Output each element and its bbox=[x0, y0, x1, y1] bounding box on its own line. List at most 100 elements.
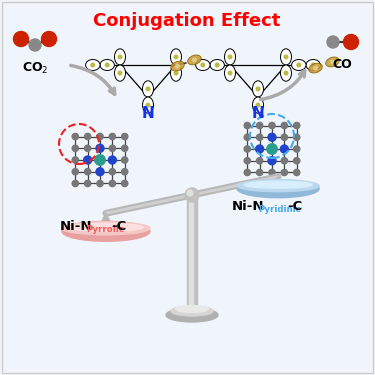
Circle shape bbox=[84, 156, 92, 164]
Circle shape bbox=[72, 169, 78, 175]
Circle shape bbox=[256, 103, 260, 107]
Circle shape bbox=[268, 133, 276, 141]
Ellipse shape bbox=[244, 181, 312, 188]
Circle shape bbox=[311, 63, 315, 67]
Ellipse shape bbox=[280, 49, 291, 65]
Circle shape bbox=[269, 170, 275, 176]
Ellipse shape bbox=[292, 60, 306, 70]
Circle shape bbox=[294, 146, 300, 152]
Ellipse shape bbox=[62, 222, 150, 235]
Ellipse shape bbox=[225, 65, 236, 81]
Circle shape bbox=[122, 145, 128, 152]
Text: -C: -C bbox=[112, 220, 127, 234]
Circle shape bbox=[84, 169, 91, 175]
Circle shape bbox=[215, 63, 219, 67]
Circle shape bbox=[284, 71, 288, 75]
Text: Conjugation Effect: Conjugation Effect bbox=[93, 12, 280, 30]
Circle shape bbox=[122, 180, 128, 187]
Circle shape bbox=[256, 87, 260, 91]
Ellipse shape bbox=[86, 60, 100, 70]
Circle shape bbox=[269, 122, 275, 129]
Text: Ni-N: Ni-N bbox=[232, 201, 264, 213]
Circle shape bbox=[314, 66, 317, 70]
Circle shape bbox=[244, 170, 250, 176]
Circle shape bbox=[91, 63, 94, 67]
Ellipse shape bbox=[237, 180, 319, 198]
Circle shape bbox=[228, 71, 232, 75]
Ellipse shape bbox=[166, 308, 218, 322]
Text: CO: CO bbox=[332, 58, 352, 71]
Circle shape bbox=[109, 145, 115, 152]
Text: Ni-N: Ni-N bbox=[60, 220, 93, 234]
Polygon shape bbox=[270, 177, 286, 193]
Circle shape bbox=[294, 122, 300, 129]
Ellipse shape bbox=[309, 63, 322, 73]
Circle shape bbox=[281, 134, 288, 140]
Circle shape bbox=[84, 180, 91, 187]
Circle shape bbox=[344, 34, 358, 50]
Ellipse shape bbox=[114, 65, 126, 81]
Circle shape bbox=[122, 169, 128, 175]
Circle shape bbox=[294, 134, 300, 140]
Ellipse shape bbox=[280, 65, 291, 81]
Circle shape bbox=[256, 158, 263, 164]
Circle shape bbox=[13, 32, 28, 46]
Ellipse shape bbox=[171, 306, 213, 316]
Circle shape bbox=[281, 122, 288, 129]
Ellipse shape bbox=[326, 57, 339, 67]
Circle shape bbox=[267, 144, 277, 154]
Circle shape bbox=[201, 63, 205, 67]
Circle shape bbox=[256, 134, 263, 140]
Bar bbox=[189, 195, 193, 307]
Ellipse shape bbox=[252, 97, 264, 113]
Circle shape bbox=[256, 170, 263, 176]
Ellipse shape bbox=[171, 65, 182, 81]
Circle shape bbox=[176, 64, 179, 68]
Circle shape bbox=[281, 158, 288, 164]
Ellipse shape bbox=[68, 223, 143, 231]
Circle shape bbox=[297, 63, 301, 67]
Circle shape bbox=[29, 39, 41, 51]
Circle shape bbox=[256, 122, 263, 129]
Ellipse shape bbox=[306, 60, 320, 70]
Circle shape bbox=[122, 134, 128, 140]
Ellipse shape bbox=[210, 60, 224, 70]
Bar bbox=[187, 195, 197, 307]
Ellipse shape bbox=[176, 306, 208, 312]
Ellipse shape bbox=[142, 97, 153, 113]
Circle shape bbox=[122, 157, 128, 163]
Ellipse shape bbox=[171, 61, 184, 71]
Circle shape bbox=[108, 156, 116, 164]
Circle shape bbox=[96, 168, 104, 176]
Circle shape bbox=[97, 180, 103, 187]
Circle shape bbox=[97, 134, 103, 140]
Circle shape bbox=[118, 71, 122, 75]
Text: Pyrrolic: Pyrrolic bbox=[86, 225, 124, 234]
Circle shape bbox=[256, 145, 264, 153]
Ellipse shape bbox=[62, 221, 150, 241]
Ellipse shape bbox=[114, 49, 126, 65]
Circle shape bbox=[84, 145, 91, 152]
Circle shape bbox=[244, 158, 250, 164]
Circle shape bbox=[109, 169, 115, 175]
Text: Pyridinic: Pyridinic bbox=[258, 206, 301, 214]
Circle shape bbox=[105, 63, 109, 67]
Circle shape bbox=[118, 55, 122, 59]
Ellipse shape bbox=[225, 49, 236, 65]
Circle shape bbox=[109, 180, 115, 187]
Circle shape bbox=[331, 60, 334, 64]
Circle shape bbox=[294, 158, 300, 164]
Ellipse shape bbox=[237, 180, 319, 192]
Circle shape bbox=[84, 134, 91, 140]
Circle shape bbox=[244, 122, 250, 129]
Ellipse shape bbox=[188, 55, 201, 65]
Circle shape bbox=[244, 134, 250, 140]
Text: CO$_2$: CO$_2$ bbox=[22, 61, 48, 76]
Circle shape bbox=[280, 145, 288, 153]
Circle shape bbox=[268, 157, 276, 165]
Ellipse shape bbox=[171, 49, 182, 65]
Text: N: N bbox=[252, 105, 264, 120]
Circle shape bbox=[327, 36, 339, 48]
Circle shape bbox=[174, 55, 178, 59]
Circle shape bbox=[146, 103, 150, 107]
